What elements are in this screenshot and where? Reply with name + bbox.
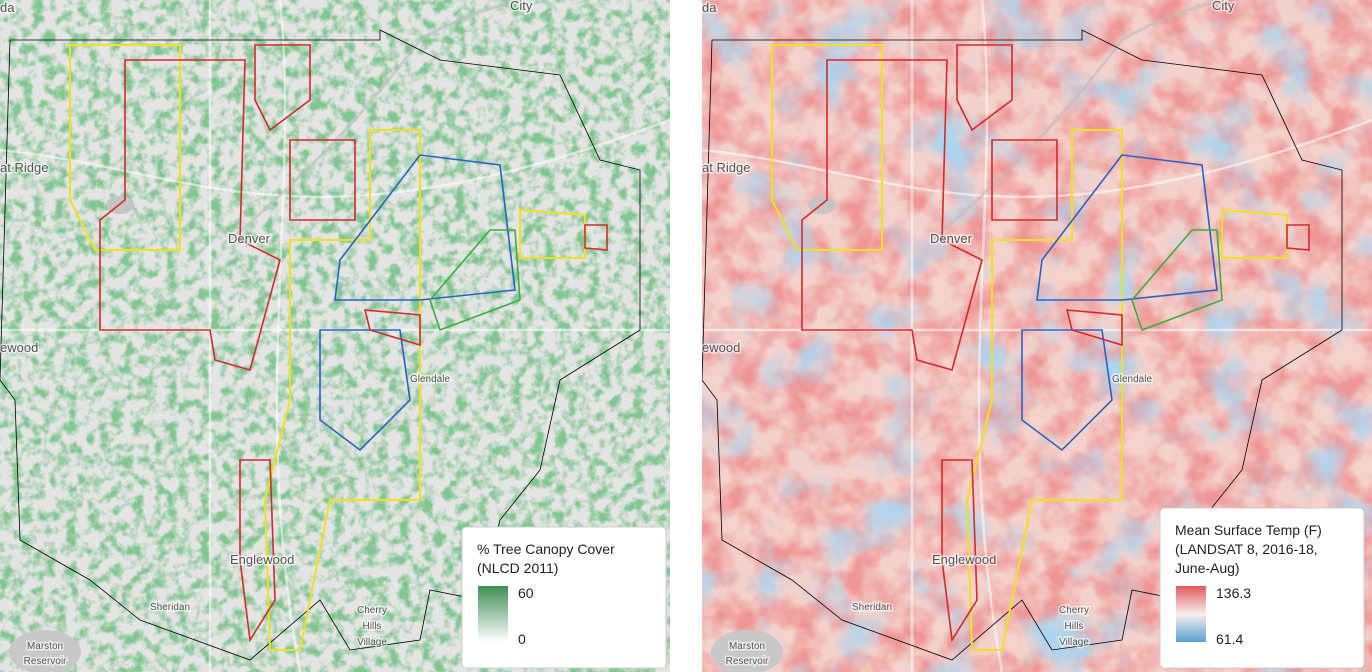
boundary	[263, 129, 421, 651]
place-label: Glendale	[1112, 374, 1152, 385]
boundary	[319, 329, 411, 452]
legend-gradient	[1176, 586, 1206, 642]
place-label: Sheridan	[852, 602, 892, 613]
legend-min: 61.4	[1216, 631, 1243, 647]
place-label: City	[1212, 0, 1235, 13]
legend-min: 0	[518, 631, 526, 647]
place-label: ewood	[702, 340, 740, 355]
place-label: Hills	[363, 621, 382, 632]
boundary	[334, 154, 516, 301]
place-label: Village	[357, 637, 387, 648]
boundary	[254, 44, 311, 132]
road	[275, 0, 302, 672]
place-label: ewood	[0, 340, 38, 355]
legend-title: June-Aug)	[1175, 560, 1240, 576]
place-label: at Ridge	[0, 160, 48, 175]
boundary	[1221, 208, 1288, 259]
legend-title: % Tree Canopy Cover	[477, 541, 615, 557]
place-label: Reservoir	[726, 656, 769, 667]
boundary	[1021, 329, 1113, 452]
boundary	[363, 309, 421, 347]
boundary	[69, 44, 181, 251]
boundary	[289, 139, 356, 221]
boundary	[429, 229, 521, 332]
place-label: Sheridan	[150, 602, 190, 613]
reservoir	[9, 630, 81, 672]
place-label: Denver	[228, 231, 271, 246]
boundary	[771, 44, 883, 251]
boundary	[956, 44, 1013, 132]
place-label: Hills	[1065, 621, 1084, 632]
boundary	[1065, 309, 1123, 347]
place-label: Englewood	[932, 552, 996, 567]
legend-box	[461, 526, 667, 669]
boundary	[1036, 154, 1218, 301]
legend-gradient	[478, 586, 508, 642]
temperature-map: da City at Ridge Denver ewood Glendale Englewo…	[702, 0, 1372, 672]
boundary	[584, 224, 608, 251]
legend-title: (LANDSAT 8, 2016-18,	[1175, 541, 1318, 557]
place-label: at Ridge	[702, 160, 750, 175]
legend-max: 60	[518, 585, 534, 601]
boundary	[991, 139, 1058, 221]
place-label: Reservoir	[24, 656, 67, 667]
legend-box	[1159, 507, 1365, 669]
canopy-map: da City at Ridge Denver ewood Glendale Englewo…	[0, 0, 670, 672]
place-label: da	[702, 0, 717, 15]
river	[931, 0, 1228, 242]
place-label: da	[0, 0, 15, 15]
boundary	[519, 208, 586, 259]
place-label: Glendale	[410, 374, 450, 385]
boundary	[801, 59, 983, 371]
boundary	[1131, 229, 1223, 332]
place-label: Marston	[729, 641, 765, 652]
river	[229, 0, 526, 242]
place-label: Englewood	[230, 552, 294, 567]
reservoir	[711, 630, 783, 672]
place-label: City	[510, 0, 533, 13]
place-label: Marston	[27, 641, 63, 652]
place-label: Cherry	[1059, 605, 1089, 616]
legend-max: 136.3	[1216, 585, 1251, 601]
place-label: Denver	[930, 231, 973, 246]
boundary	[941, 459, 978, 643]
boundary	[1286, 224, 1310, 251]
boundary	[965, 129, 1123, 651]
road	[977, 0, 1004, 672]
road	[702, 118, 1372, 199]
boundary	[239, 459, 276, 643]
place-label: Village	[1059, 637, 1089, 648]
boundary	[99, 59, 281, 371]
legend-title: (NLCD 2011)	[477, 560, 558, 576]
road	[0, 118, 670, 199]
place-label: Cherry	[357, 605, 387, 616]
legend-title: Mean Surface Temp (F)	[1175, 522, 1322, 538]
